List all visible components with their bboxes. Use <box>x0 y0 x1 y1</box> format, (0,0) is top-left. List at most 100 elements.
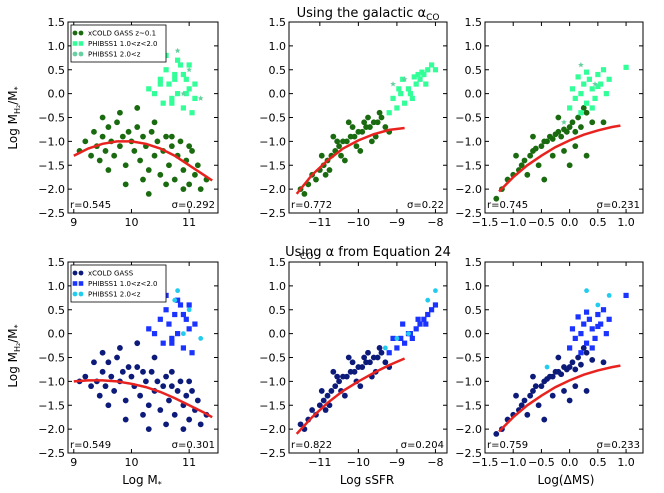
y-tick-label: −2.5 <box>259 447 286 460</box>
data-point-phibss-mid <box>183 316 189 322</box>
data-point-phibss-mid <box>413 81 419 87</box>
data-point-phibss-mid <box>589 326 595 332</box>
data-point-xcold <box>382 124 389 130</box>
data-point-phibss-mid <box>600 67 607 73</box>
data-point-xcold <box>334 138 341 145</box>
data-point-phibss-high <box>186 307 192 313</box>
data-point-xcold <box>600 119 607 126</box>
data-point-xcold <box>313 176 319 183</box>
y-tick-label: 1.5 <box>269 16 287 29</box>
data-point-xcold <box>535 162 542 169</box>
data-point-phibss-high <box>401 76 408 82</box>
x-tick-label: −11 <box>308 216 331 229</box>
x-tick-label: 10 <box>124 456 138 469</box>
data-point-xcold <box>600 359 607 366</box>
data-point-phibss-high <box>198 336 204 341</box>
data-point-phibss-high <box>390 81 396 87</box>
data-point-phibss-mid <box>578 331 584 337</box>
data-point-xcold <box>332 383 339 390</box>
data-point-phibss-mid <box>583 69 590 75</box>
data-point-xcold <box>572 143 579 150</box>
data-point-xcold <box>569 359 576 366</box>
fit-curve <box>295 126 405 195</box>
data-point-phibss-mid <box>567 345 573 351</box>
sigma-annotation: σ=0.231 <box>597 200 640 211</box>
data-point-phibss-mid <box>569 326 576 332</box>
legend-marker <box>78 41 84 46</box>
data-point-phibss-mid <box>183 91 189 97</box>
data-point-xcold <box>128 373 135 380</box>
data-point-xcold <box>361 119 368 126</box>
r-annotation: r=0.759 <box>487 440 528 451</box>
ylabel-row1: Log MH₂/M* <box>6 86 22 149</box>
data-point-xcold <box>157 407 164 413</box>
y-tick-label: 1.5 <box>465 16 483 29</box>
data-point-xcold <box>163 373 169 380</box>
data-point-xcold <box>96 392 103 399</box>
legend-marker <box>72 30 78 36</box>
data-point-phibss-mid <box>595 83 601 90</box>
data-point-xcold <box>493 431 500 437</box>
data-point-xcold <box>376 109 383 116</box>
legend-marker <box>78 270 84 276</box>
data-point-phibss-mid <box>175 331 181 337</box>
y-tick-label: −2.5 <box>38 447 65 460</box>
y-tick-label: −1.5 <box>259 159 286 172</box>
data-point-xcold <box>359 128 366 135</box>
data-point-xcold <box>555 128 562 135</box>
data-point-xcold <box>180 186 187 193</box>
data-point-xcold <box>151 354 158 361</box>
data-point-phibss-mid <box>400 76 406 82</box>
data-point-xcold <box>125 128 132 135</box>
data-point-phibss-mid <box>586 316 592 322</box>
data-point-xcold <box>318 388 325 394</box>
data-point-xcold <box>368 138 375 145</box>
data-point-phibss-high <box>197 95 204 101</box>
data-point-xcold <box>330 133 337 140</box>
r-annotation: r=0.545 <box>70 200 111 211</box>
data-point-phibss-mid <box>572 95 578 101</box>
data-point-xcold <box>186 416 193 423</box>
legend-box <box>70 24 167 63</box>
y-tick-label: 1.0 <box>465 280 483 293</box>
data-point-phibss-mid <box>163 307 169 313</box>
data-point-xcold <box>105 124 112 130</box>
data-point-xcold <box>524 171 531 178</box>
data-point-xcold <box>160 383 167 390</box>
legend-label: PHIBSS1 2.0<z <box>88 51 141 59</box>
data-point-xcold <box>532 145 539 152</box>
data-point-xcold <box>114 119 120 126</box>
y-tick-label: −2.5 <box>38 207 65 220</box>
data-point-xcold <box>589 356 596 363</box>
data-point-phibss-mid <box>157 316 163 322</box>
data-point-xcold <box>171 411 178 418</box>
data-point-xcold <box>168 383 175 390</box>
data-point-phibss-mid <box>398 91 404 97</box>
data-point-phibss-mid <box>169 335 175 341</box>
data-point-xcold <box>99 133 106 140</box>
data-point-xcold <box>125 364 132 370</box>
data-point-xcold <box>145 402 152 409</box>
data-point-xcold <box>535 402 542 409</box>
data-point-xcold <box>186 143 193 150</box>
data-point-phibss-mid <box>417 321 423 327</box>
x-tick-label: −1.0 <box>500 216 527 229</box>
data-point-xcold <box>105 402 112 409</box>
data-point-xcold <box>99 368 106 375</box>
data-point-phibss-mid <box>415 316 421 322</box>
y-tick-label: −1.0 <box>38 135 65 148</box>
data-point-xcold <box>334 373 341 380</box>
data-point-phibss-mid <box>589 86 595 92</box>
data-point-xcold <box>197 186 204 193</box>
data-point-xcold <box>527 152 534 159</box>
legend-marker <box>72 270 78 276</box>
data-point-xcold <box>359 364 366 370</box>
data-point-xcold <box>541 416 548 423</box>
data-point-xcold <box>583 109 590 116</box>
data-point-xcold <box>341 157 348 164</box>
data-point-phibss-mid <box>405 86 412 92</box>
data-point-phibss-mid <box>169 100 175 106</box>
x-tick-label: −1.5 <box>472 456 499 469</box>
data-point-xcold <box>117 143 123 150</box>
data-point-phibss-mid <box>583 340 590 346</box>
